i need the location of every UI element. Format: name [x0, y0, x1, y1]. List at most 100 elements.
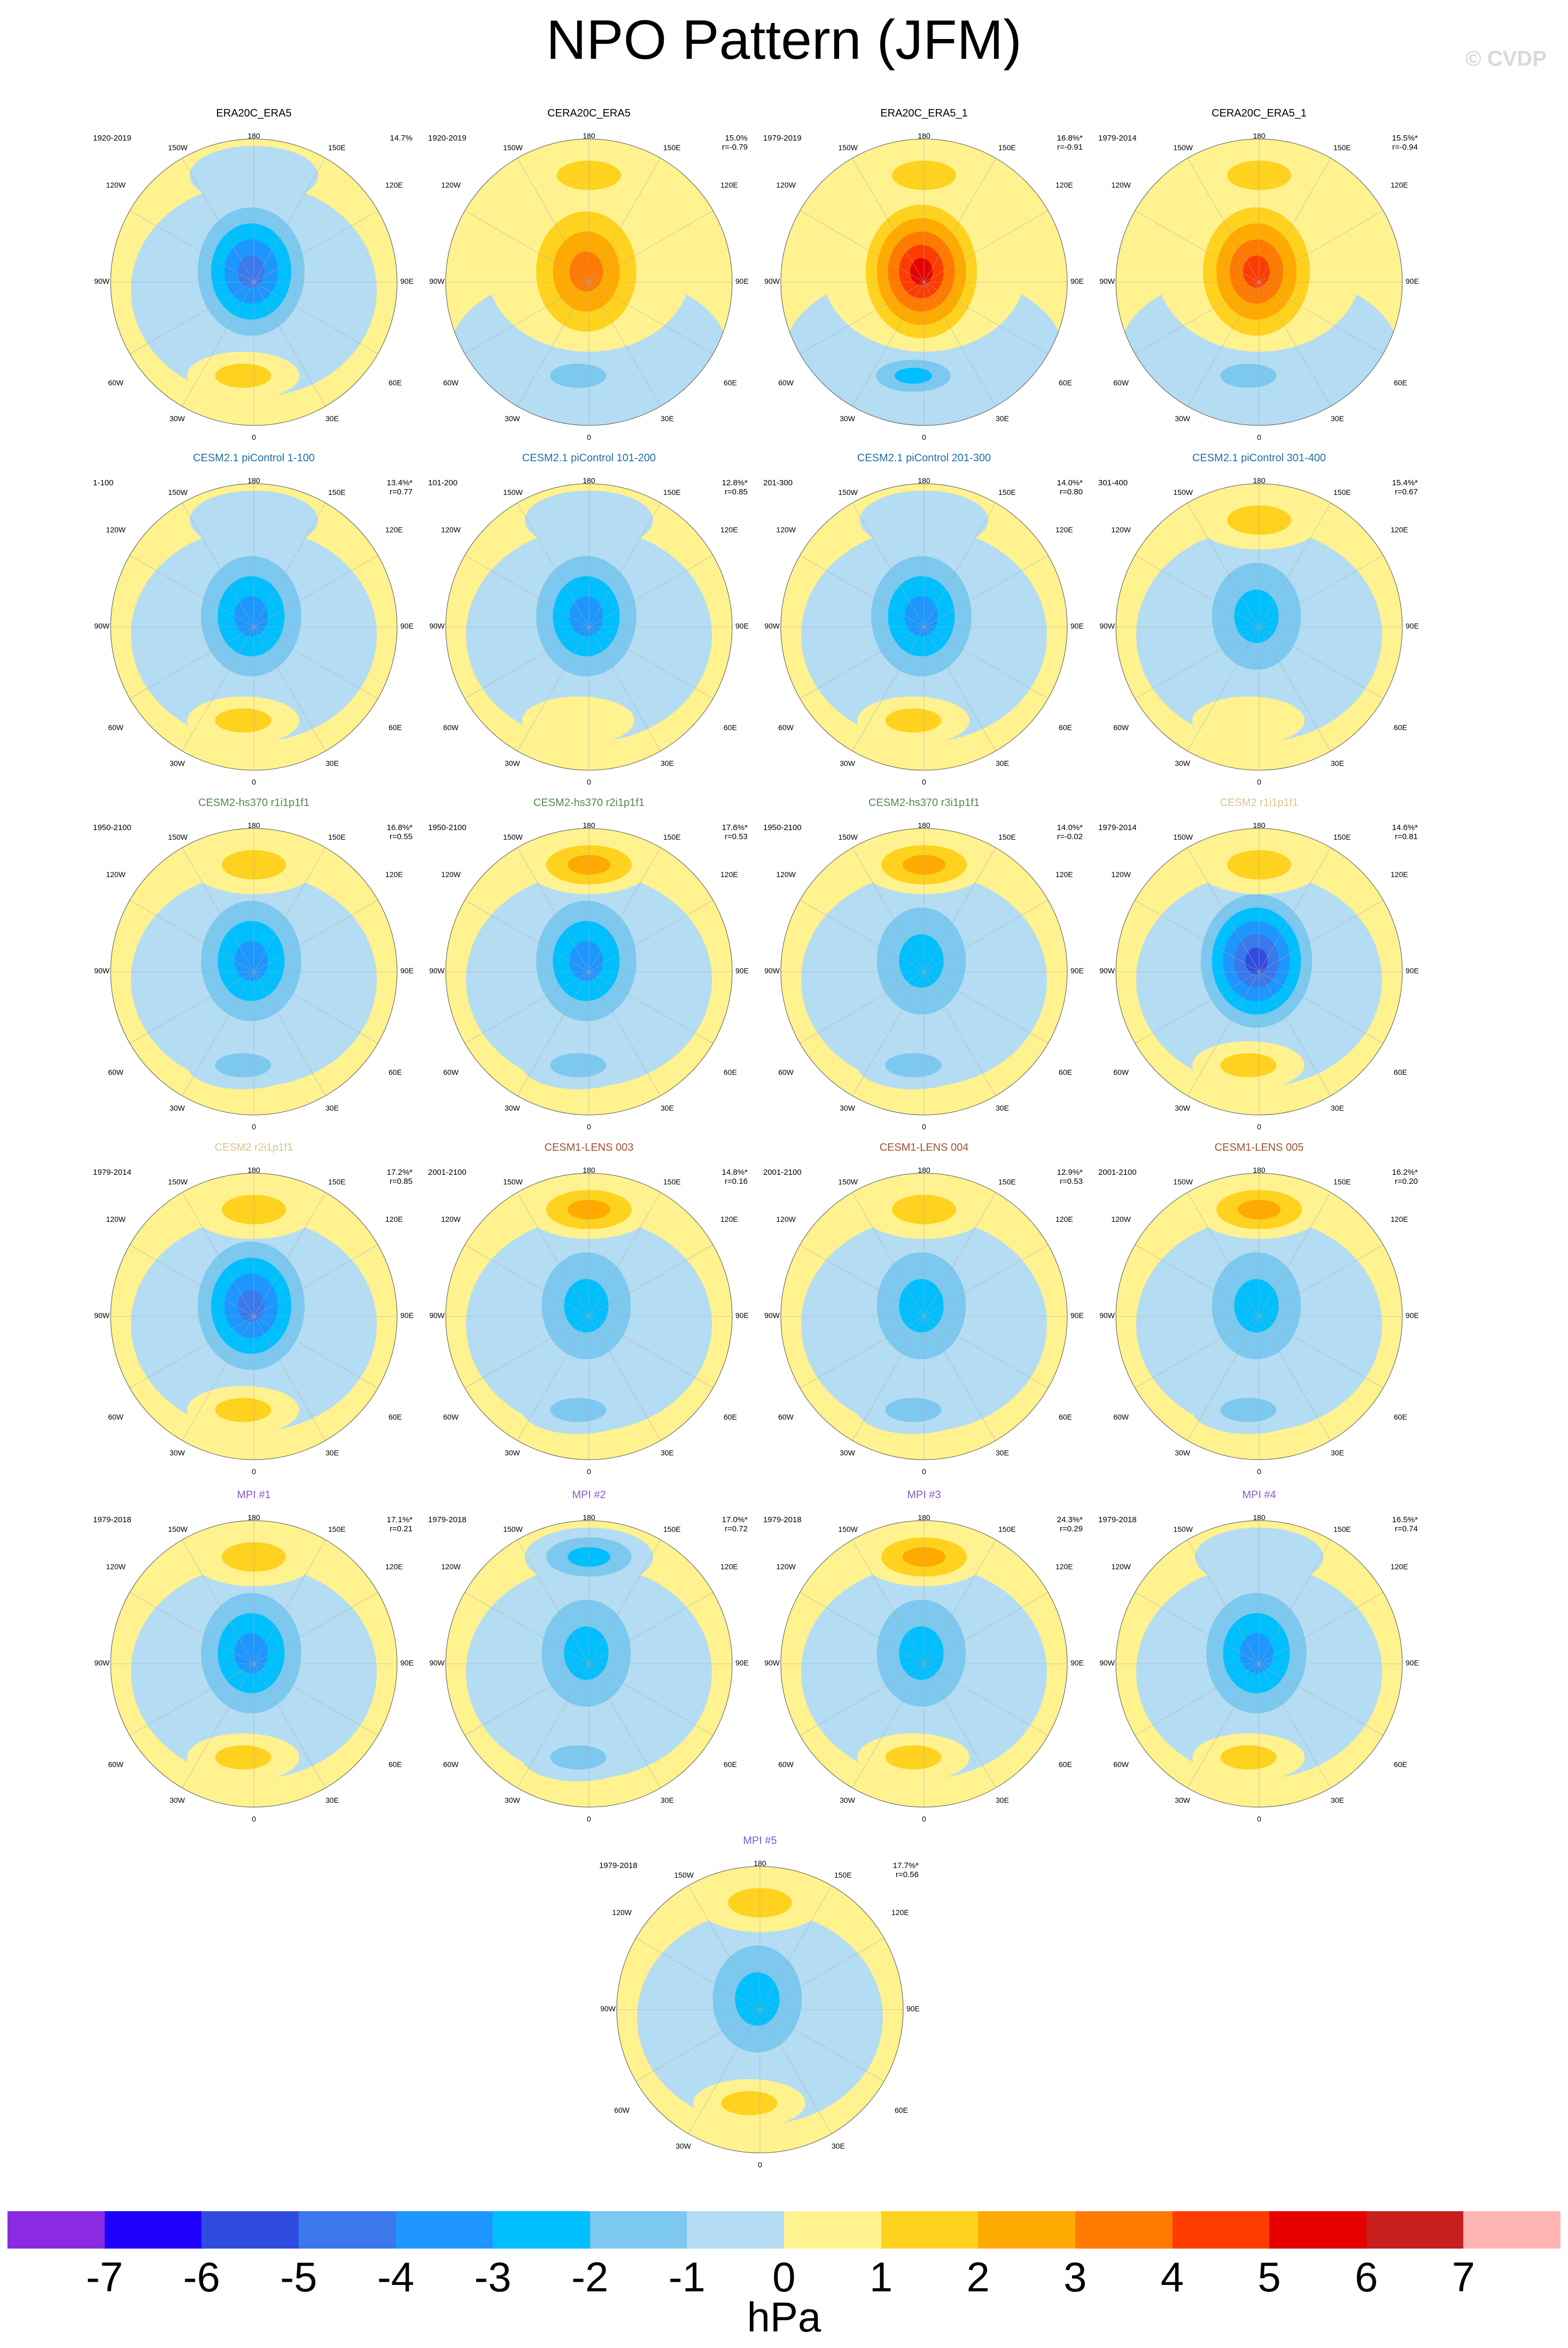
- center-anomaly-contour: [238, 255, 265, 288]
- longitude-label: 30E: [996, 414, 1009, 423]
- graticule-line: [253, 847, 326, 972]
- map-rim: [445, 828, 733, 1115]
- longitude-label: 90W: [600, 2004, 616, 2013]
- graticule-line: [464, 1244, 589, 1317]
- panel-period: 1979-2018: [1098, 1515, 1137, 1524]
- atlantic-anomaly-contour: [1192, 696, 1305, 745]
- panel-period: 101-200: [428, 478, 458, 487]
- longitude-label: 90E: [735, 966, 749, 975]
- longitude-label: 30W: [1175, 1448, 1190, 1457]
- longitude-label: 60W: [108, 1068, 123, 1076]
- longitude-label: 0: [252, 1122, 256, 1131]
- graticule-line: [1135, 282, 1260, 354]
- graticule-line: [129, 282, 254, 354]
- longitude-label: 60W: [778, 1413, 794, 1421]
- map-panel: CESM1-LENS 003 2001-2100 14.8%* r=0.16 180 1…: [421, 1141, 757, 1476]
- graticule-line: [182, 971, 254, 1096]
- map-panel: MPI #4 1979-2018 16.5%* r=0.74 180 150W 150E 1…: [1091, 1489, 1427, 1823]
- graticule-line: [517, 971, 589, 1096]
- longitude-label: 0: [252, 1815, 256, 1823]
- longitude-label: 30E: [661, 1104, 674, 1112]
- graticule-line: [923, 282, 996, 407]
- panel-title: CESM2 r2i1p1f1: [214, 1142, 293, 1153]
- longitude-label: 30W: [504, 1796, 520, 1804]
- map-panel: CESM2-hs370 r2i1p1f1 1950-2100 17.6%* r=0.…: [421, 796, 757, 1131]
- longitude-label: 30W: [169, 1104, 185, 1112]
- longitude-label: 60E: [389, 378, 402, 387]
- graticule-line: [517, 1663, 589, 1788]
- map-rim: [110, 1520, 398, 1808]
- longitude-label: 90W: [764, 966, 780, 975]
- graticule-line: [1259, 971, 1384, 1044]
- graticule-line: [1259, 502, 1331, 627]
- longitude-label: 120W: [441, 181, 461, 189]
- map-panel: MPI #2 1979-2018 17.0%* r=0.72 180 150W 150E 1…: [421, 1489, 757, 1823]
- graticule-line: [129, 1316, 254, 1389]
- colorbar-segment: [589, 2211, 687, 2249]
- longitude-label: 0: [922, 433, 926, 441]
- graticule-line: [253, 900, 378, 972]
- panel-title: MPI #3: [907, 1489, 941, 1501]
- polar-map: [445, 483, 733, 771]
- graticule-line: [1135, 1663, 1260, 1736]
- graticule-line: [253, 282, 326, 407]
- graticule-line: [588, 1663, 713, 1736]
- panel-period: 1979-2018: [428, 1515, 467, 1524]
- graticule-line: [923, 900, 1049, 972]
- graticule-line: [129, 210, 254, 283]
- atlantic-anomaly-contour: [215, 708, 271, 733]
- longitude-label: 30W: [840, 1448, 855, 1457]
- map-panel: CESM2.1 piControl 101-200 101-200 12.8%* r…: [421, 452, 757, 786]
- map-rim: [445, 138, 733, 426]
- longitude-label: 30W: [1175, 1104, 1190, 1112]
- longitude-label: 120E: [720, 1215, 738, 1223]
- panel-stats: 24.3%* r=0.29: [1057, 1515, 1083, 1533]
- graticule-line: [1259, 626, 1331, 751]
- longitude-label: 60W: [778, 1068, 794, 1076]
- longitude-label: 90E: [400, 277, 414, 285]
- graticule-line: [1259, 158, 1331, 283]
- graticule-line: [129, 971, 254, 1044]
- graticule-line: [1259, 282, 1331, 407]
- graticule-line: [253, 626, 326, 751]
- longitude-label: 180: [247, 1513, 260, 1522]
- graticule-line: [588, 1316, 661, 1441]
- longitude-label: 120W: [441, 525, 461, 534]
- longitude-label: 120W: [106, 1215, 126, 1223]
- graticule-line: [1135, 210, 1260, 283]
- graticule-line: [588, 1663, 661, 1788]
- colorbar-tick-label: -3: [474, 2253, 511, 2300]
- longitude-label: 120W: [106, 181, 126, 189]
- longitude-label: 150E: [1333, 1177, 1351, 1186]
- graticule-line: [923, 1539, 996, 1664]
- graticule-line: [923, 1192, 996, 1317]
- longitude-label: 60E: [389, 1068, 402, 1076]
- longitude-label: 30E: [1331, 1796, 1344, 1804]
- longitude-label: 150W: [838, 1525, 858, 1533]
- graticule-line: [799, 1244, 925, 1317]
- colorbar-segment: [1269, 2211, 1367, 2249]
- graticule-line: [253, 1316, 326, 1441]
- graticule-line: [129, 900, 254, 972]
- graticule-line: [635, 2009, 760, 2082]
- longitude-label: 120W: [776, 870, 796, 879]
- graticule-line: [253, 971, 378, 1044]
- longitude-label: 120W: [776, 1215, 796, 1223]
- graticule-line: [253, 1539, 326, 1664]
- colorbar-segment: [1366, 2211, 1464, 2249]
- panel-title: CESM1-LENS 004: [879, 1142, 969, 1153]
- colorbar-ticks: -7 -6 -5 -4 -3 -2 -1 0 1 2 3 4 5 6 7: [7, 2253, 1561, 2301]
- longitude-label: 150E: [328, 1525, 346, 1533]
- longitude-label: 150E: [1333, 1525, 1351, 1533]
- panel-title: CESM2.1 piControl 201-300: [857, 452, 991, 464]
- panel-stats: 15.4%* r=0.67: [1392, 478, 1418, 497]
- longitude-label: 150W: [838, 833, 858, 841]
- center-anomaly-contour: [569, 941, 603, 981]
- panel-stats: 14.0%* r=0.80: [1057, 478, 1083, 497]
- graticule-line: [923, 502, 996, 627]
- colorbar-segment: [1463, 2211, 1561, 2249]
- graticule-line: [253, 502, 326, 627]
- graticule-line: [588, 1244, 713, 1317]
- longitude-label: 150W: [674, 1871, 694, 1879]
- longitude-label: 150E: [998, 833, 1016, 841]
